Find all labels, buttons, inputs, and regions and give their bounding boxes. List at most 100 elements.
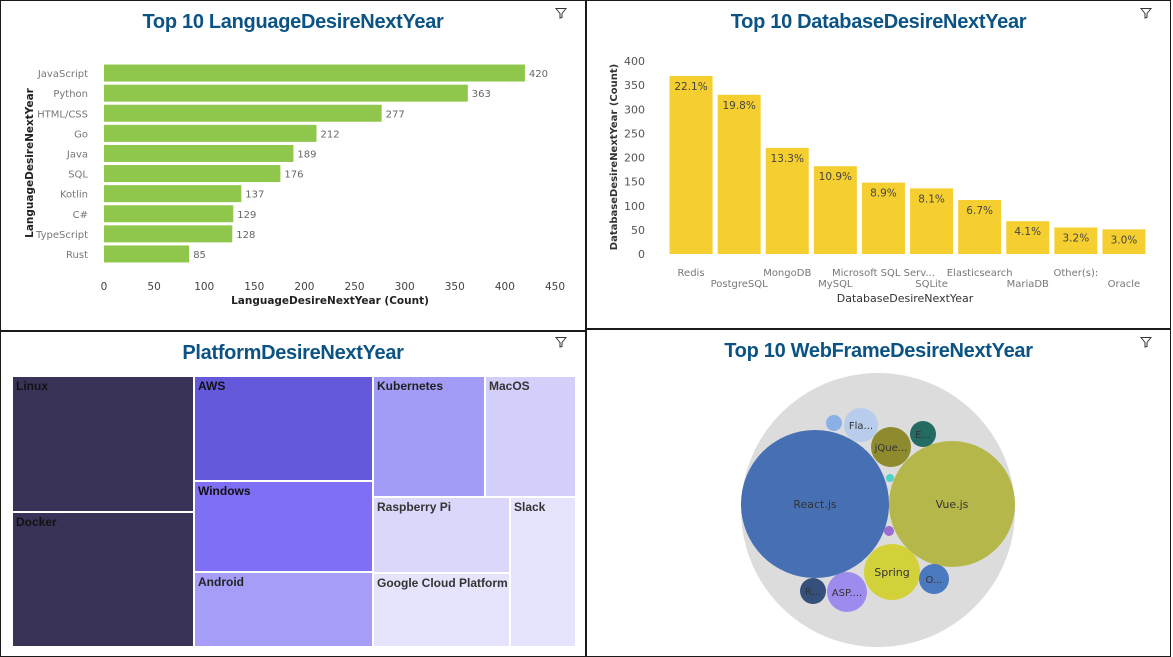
x-tick-label: 150 [244, 281, 264, 293]
category-tick-label: Elasticsearch [947, 268, 1013, 279]
treemap-cell-macos[interactable]: MacOS [485, 376, 576, 497]
bubble-small [884, 526, 894, 536]
bar[interactable] [813, 166, 857, 254]
bar[interactable] [861, 182, 905, 254]
filter-icon[interactable] [555, 336, 567, 348]
x-tick-label: 200 [294, 281, 314, 293]
x-axis-title: LanguageDesireNextYear (Count) [231, 295, 429, 307]
bubble-small [826, 415, 842, 431]
bar[interactable] [104, 185, 242, 203]
data-label: 4.1% [1014, 226, 1041, 238]
bubble-label: React.js [793, 498, 837, 511]
filter-icon[interactable] [1140, 336, 1152, 348]
bubble[interactable] [827, 572, 867, 612]
x-tick-label: 300 [395, 281, 415, 293]
data-label: 128 [236, 230, 255, 241]
y-axis-title: DatabaseDesireNextYear (Count) [609, 64, 620, 250]
data-label: 420 [529, 69, 548, 80]
category-tick-label: Microsoft SQL Serv... [832, 268, 935, 279]
data-label: 8.1% [918, 193, 945, 205]
category-tick-label: Rust [66, 250, 88, 261]
bubble-label: R... [805, 587, 821, 598]
y-tick-label: 200 [624, 152, 645, 165]
bar[interactable] [1006, 221, 1050, 254]
category-tick-label: MySQL [818, 279, 853, 290]
category-tick-label: C# [73, 210, 88, 221]
treemap-label: Raspberry Pi [377, 500, 452, 514]
data-label: 3.2% [1063, 232, 1090, 244]
bar[interactable] [958, 199, 1002, 254]
bar[interactable] [1102, 229, 1146, 254]
database-chart-title: Top 10 DatabaseDesireNextYear [730, 11, 1027, 33]
data-label: 189 [297, 149, 316, 160]
treemap-cell-docker[interactable]: Docker [12, 512, 194, 647]
treemap-cell-linux[interactable]: Linux [12, 376, 194, 512]
bar[interactable] [910, 188, 954, 254]
filter-icon[interactable] [1140, 7, 1152, 19]
bar[interactable] [104, 205, 234, 223]
bar[interactable] [669, 75, 713, 255]
bar[interactable] [104, 225, 233, 243]
category-tick-label: SQL [68, 170, 88, 181]
treemap-cell-google-cloud-platform[interactable]: Google Cloud Platform [373, 573, 510, 647]
data-label: 129 [237, 210, 256, 221]
bar[interactable] [104, 104, 382, 122]
treemap-label: Windows [198, 484, 251, 498]
webframe-chart-title: Top 10 WebFrameDesireNextYear [724, 340, 1033, 362]
bar[interactable] [104, 144, 294, 162]
x-tick-label: 50 [147, 281, 160, 293]
database-chart-panel: Top 10 DatabaseDesireNextYear 0 50 100 150 2… [586, 0, 1171, 329]
webframe-chart-panel: Top 10 WebFrameDesireNextYear React.js Vu… [586, 329, 1171, 657]
x-tick-label: 400 [495, 281, 515, 293]
bubble[interactable] [871, 427, 911, 467]
filter-icon[interactable] [555, 7, 567, 19]
treemap-cell-aws[interactable]: AWS [194, 376, 373, 481]
category-tick-label: Redis [678, 268, 705, 279]
bubble[interactable] [910, 421, 936, 447]
category-tick-label: JavaScript [37, 69, 88, 80]
treemap-cell-android[interactable]: Android [194, 572, 373, 647]
treemap-cell-kubernetes[interactable]: Kubernetes [373, 376, 485, 497]
bubble[interactable] [864, 544, 920, 600]
bar[interactable] [104, 124, 317, 142]
treemap-label: AWS [198, 379, 226, 393]
y-tick-label: 150 [624, 176, 645, 189]
category-tick-label: Go [74, 129, 88, 140]
treemap-label: Google Cloud Platform [377, 576, 508, 590]
data-label: 6.7% [966, 205, 993, 217]
data-label: 363 [472, 89, 491, 100]
bar[interactable] [765, 147, 809, 254]
bubble[interactable] [844, 408, 878, 442]
data-label: 10.9% [819, 171, 852, 183]
bar[interactable] [104, 84, 468, 102]
x-tick-label: 450 [545, 281, 565, 293]
treemap-cell-raspberry-pi[interactable]: Raspberry Pi [373, 497, 510, 573]
treemap-cell-slack[interactable]: Slack [510, 497, 576, 647]
treemap-label: Android [198, 575, 244, 589]
bar[interactable] [104, 64, 525, 82]
bubble[interactable] [919, 564, 949, 594]
bar[interactable] [717, 94, 761, 255]
data-label: 22.1% [674, 81, 707, 93]
bubble[interactable] [800, 578, 826, 604]
y-axis-title: LanguageDesireNextYear [24, 87, 36, 237]
treemap-cell-windows[interactable]: Windows [194, 481, 373, 572]
platform-treemap: Linux Docker AWS Windows Android Kuberne… [12, 376, 576, 647]
y-tick-label: 400 [624, 55, 645, 68]
bubble[interactable] [889, 441, 1015, 567]
bar[interactable] [1054, 227, 1098, 254]
y-tick-label: 0 [638, 248, 645, 261]
bubble-label: O... [925, 575, 942, 586]
platform-chart-panel: PlatformDesireNextYear Linux Docker AWS … [0, 331, 586, 657]
bubble-label: E... [915, 430, 931, 441]
bar[interactable] [104, 165, 281, 183]
data-label: 212 [320, 129, 339, 140]
y-tick-label: 100 [624, 200, 645, 213]
x-axis-title: DatabaseDesireNextYear [837, 292, 974, 305]
bubble-label: Spring [874, 566, 910, 579]
y-tick-label: 350 [624, 79, 645, 92]
y-tick-label: 250 [624, 127, 645, 140]
bubble[interactable] [741, 430, 889, 578]
data-label: 85 [193, 250, 206, 261]
bar[interactable] [104, 245, 190, 263]
